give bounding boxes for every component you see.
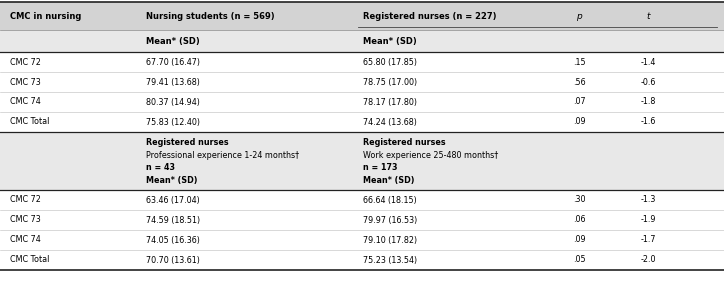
Text: 78.75 (17.00): 78.75 (17.00) [363,78,417,86]
Text: -0.6: -0.6 [640,78,656,86]
Text: p: p [576,12,582,20]
Text: Work experience 25-480 months†: Work experience 25-480 months† [363,151,498,160]
Bar [0,30,724,52]
Text: Registered nurses (n = 227): Registered nurses (n = 227) [363,12,496,20]
Text: 66.64 (18.15): 66.64 (18.15) [363,195,416,205]
Text: -1.4: -1.4 [640,57,656,67]
Text: CMC 72: CMC 72 [10,57,41,67]
Text: Registered nurses: Registered nurses [363,138,445,147]
Text: CMC 72: CMC 72 [10,195,41,205]
Text: 67.70 (16.47): 67.70 (16.47) [146,57,200,67]
Text: .06: .06 [573,215,586,224]
Text: Mean* (SD): Mean* (SD) [363,36,416,46]
Text: .05: .05 [573,255,586,265]
Text: CMC Total: CMC Total [10,118,49,126]
Text: CMC 73: CMC 73 [10,78,41,86]
Text: .30: .30 [573,195,586,205]
Text: .09: .09 [573,118,586,126]
Text: Mean* (SD): Mean* (SD) [146,176,197,185]
Text: 65.80 (17.85): 65.80 (17.85) [363,57,417,67]
Text: n = 43: n = 43 [146,163,174,172]
Text: .56: .56 [573,78,586,86]
Text: 79.97 (16.53): 79.97 (16.53) [363,215,417,224]
Text: -1.8: -1.8 [640,97,656,107]
Text: .09: .09 [573,236,586,244]
Text: Mean* (SD): Mean* (SD) [363,176,414,185]
Text: 75.23 (13.54): 75.23 (13.54) [363,255,417,265]
Text: CMC 74: CMC 74 [10,97,41,107]
Text: Professional experience 1-24 months†: Professional experience 1-24 months† [146,151,298,160]
Text: 79.10 (17.82): 79.10 (17.82) [363,236,417,244]
Text: .15: .15 [573,57,586,67]
Text: -1.7: -1.7 [640,236,656,244]
Text: 74.59 (18.51): 74.59 (18.51) [146,215,200,224]
Text: CMC 73: CMC 73 [10,215,41,224]
Text: 75.83 (12.40): 75.83 (12.40) [146,118,200,126]
Text: 63.46 (17.04): 63.46 (17.04) [146,195,199,205]
Text: -1.3: -1.3 [640,195,656,205]
Text: Mean* (SD): Mean* (SD) [146,36,199,46]
Text: Nursing students (n = 569): Nursing students (n = 569) [146,12,274,20]
Text: t: t [647,12,649,20]
Text: n = 173: n = 173 [363,163,397,172]
Text: .07: .07 [573,97,586,107]
Bar [0,132,724,190]
Text: -1.9: -1.9 [640,215,656,224]
Text: 79.41 (13.68): 79.41 (13.68) [146,78,199,86]
Text: 74.05 (16.36): 74.05 (16.36) [146,236,199,244]
Text: 70.70 (13.61): 70.70 (13.61) [146,255,199,265]
Text: CMC Total: CMC Total [10,255,49,265]
Text: 78.17 (17.80): 78.17 (17.80) [363,97,417,107]
Bar [0,2,724,30]
Text: -2.0: -2.0 [640,255,656,265]
Text: CMC 74: CMC 74 [10,236,41,244]
Text: Registered nurses: Registered nurses [146,138,228,147]
Text: CMC in nursing: CMC in nursing [10,12,82,20]
Text: -1.6: -1.6 [640,118,656,126]
Text: 80.37 (14.94): 80.37 (14.94) [146,97,199,107]
Text: 74.24 (13.68): 74.24 (13.68) [363,118,416,126]
